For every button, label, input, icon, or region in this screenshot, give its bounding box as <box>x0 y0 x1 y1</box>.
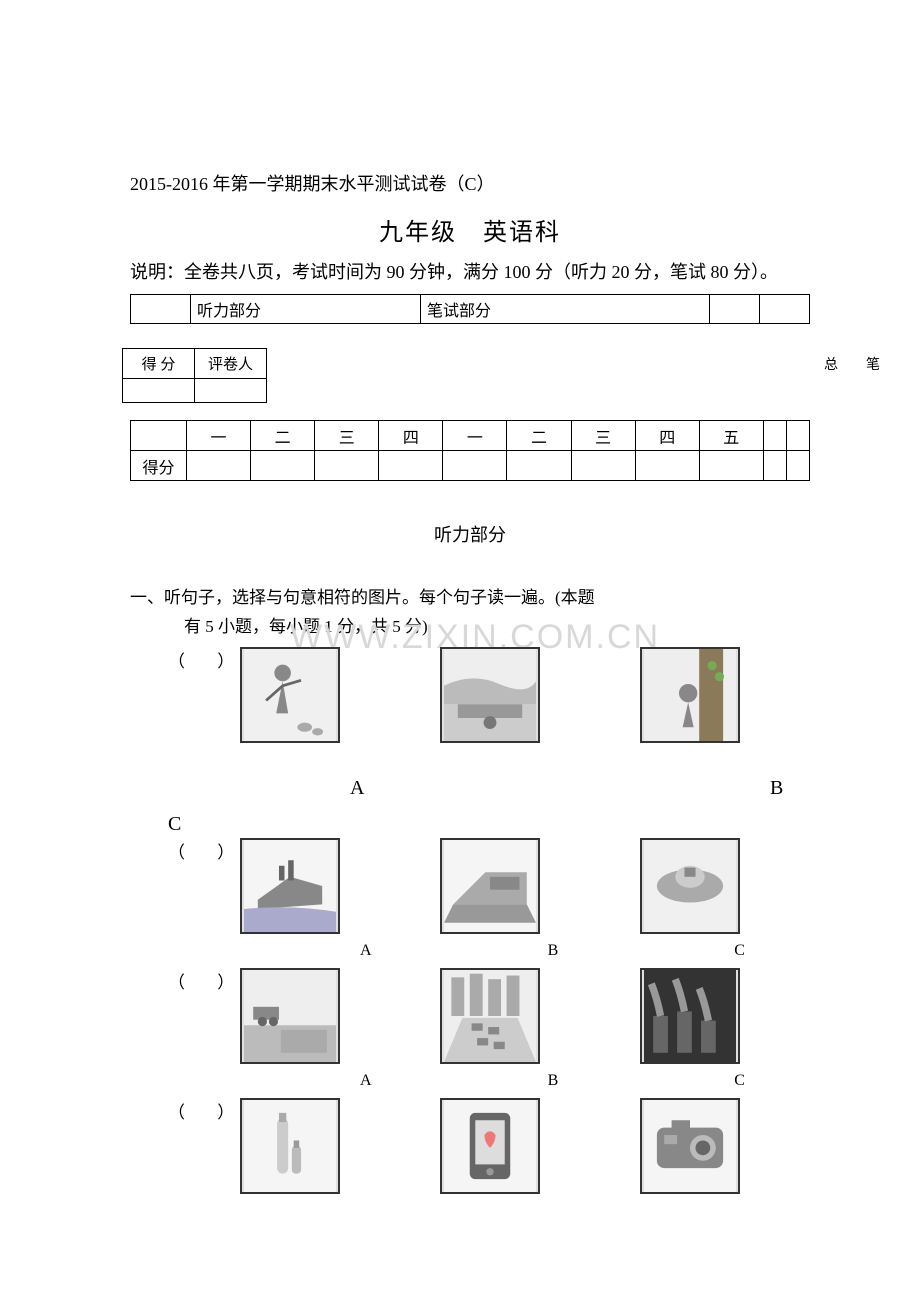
label-b: B <box>548 942 559 960</box>
col-9: 五 <box>699 421 763 451</box>
listening-section-heading: 听力部分 <box>130 521 810 547</box>
row3-labels: A B C <box>360 1072 810 1090</box>
q4-image-c <box>640 1098 740 1194</box>
q3-image-a <box>240 968 340 1064</box>
score-grader-box: 得 分 评卷人 <box>122 348 267 403</box>
side-characters: 总 笔 <box>824 354 880 374</box>
col-2: 二 <box>251 421 315 451</box>
listening-label: 听力部分 <box>191 295 421 324</box>
row1-labels: A B <box>130 777 810 811</box>
q2-image-a <box>240 838 340 934</box>
q1-image-a <box>240 647 340 743</box>
instruction-line-1: 一、听句子，选择与句意相符的图片。每个句子读一遍。(本题 <box>130 583 810 608</box>
main-score-table: 一 二 三 四 一 二 三 四 五 得分 <box>130 420 810 481</box>
col-4: 四 <box>379 421 443 451</box>
label-b: B <box>770 777 783 800</box>
col-7: 三 <box>571 421 635 451</box>
label-c: C <box>168 813 810 836</box>
row2-labels: A B C <box>360 942 810 960</box>
q4-image-b <box>440 1098 540 1194</box>
answer-blank: （ ） <box>168 647 234 672</box>
page-title: 九年级 英语科 <box>130 212 810 247</box>
q2-image-c <box>640 838 740 934</box>
q1-image-c <box>640 647 740 743</box>
label-a: A <box>360 1072 372 1090</box>
question-row-2: （ ） <box>130 838 810 934</box>
label-c: C <box>734 1072 745 1090</box>
written-label: 笔试部分 <box>421 295 710 324</box>
answer-blank: （ ） <box>168 968 234 993</box>
score-tables: 听力部分 笔试部分 得 分 评卷人 总 笔 一 二 三 四 一 二 三 四 五 <box>130 294 810 481</box>
grader-label: 评卷人 <box>195 349 267 379</box>
col-8: 四 <box>635 421 699 451</box>
label-c: C <box>734 942 745 960</box>
col-1: 一 <box>187 421 251 451</box>
col-5: 一 <box>443 421 507 451</box>
part-header-table: 听力部分 笔试部分 <box>130 294 810 324</box>
col-6: 二 <box>507 421 571 451</box>
q2-image-b <box>440 838 540 934</box>
answer-blank: （ ） <box>168 1098 234 1123</box>
label-a: A <box>350 777 364 800</box>
question-row-4: （ ） <box>130 1098 810 1194</box>
question-row-1: （ ） <box>130 647 810 743</box>
label-b: B <box>548 1072 559 1090</box>
question-row-3: （ ） <box>130 968 810 1064</box>
q4-image-a <box>240 1098 340 1194</box>
instruction-line-2: 有 5 小题，每小题 1 分，共 5 分) <box>184 612 810 637</box>
score-label: 得 分 <box>123 349 195 379</box>
exam-description: 说明：全卷共八页，考试时间为 90 分钟，满分 100 分（听力 20 分，笔试… <box>130 259 810 286</box>
label-a: A <box>360 942 372 960</box>
side-char-a: 总 <box>824 354 838 374</box>
q3-image-c <box>640 968 740 1064</box>
score-row-label: 得分 <box>131 451 187 481</box>
side-char-b: 笔 <box>866 354 880 374</box>
answer-blank: （ ） <box>168 838 234 863</box>
q1-image-b <box>440 647 540 743</box>
col-3: 三 <box>315 421 379 451</box>
q3-image-b <box>440 968 540 1064</box>
header-line: 2015-2016 年第一学期期末水平测试试卷（C） <box>130 170 810 196</box>
